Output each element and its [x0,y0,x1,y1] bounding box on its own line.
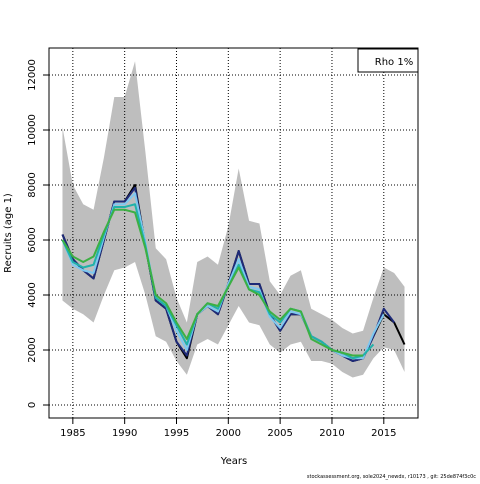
x-tick-label: 2005 [267,428,292,439]
y-tick-label: 6000 [27,227,38,252]
y-axis-label: Recruits (age 1) [3,193,14,273]
x-tick-label: 1985 [60,428,85,439]
x-tick-label: 1990 [112,428,137,439]
y-tick-label: 10000 [27,114,38,146]
series-line [61,208,364,357]
y-tick-label: 2000 [27,337,38,362]
y-tick-label: 8000 [27,172,38,197]
x-axis-label: Years [220,456,247,467]
series-line [61,203,375,360]
x-tick-label: 2000 [216,428,241,439]
confidence-band [62,61,405,378]
x-tick-label: 2015 [371,428,396,439]
plot-frame [48,47,419,419]
caption: stockassessment.org, sole2024_newdx, r10… [307,474,476,480]
y-tick-label: 0 [27,402,38,408]
annotation-box [357,48,419,73]
x-tick-label: 2010 [319,428,344,439]
x-tick-label: 1995 [164,428,189,439]
y-tick-label: 4000 [27,282,38,307]
annotation: Rho 1% [375,57,413,68]
y-tick-label: 12000 [27,59,38,91]
